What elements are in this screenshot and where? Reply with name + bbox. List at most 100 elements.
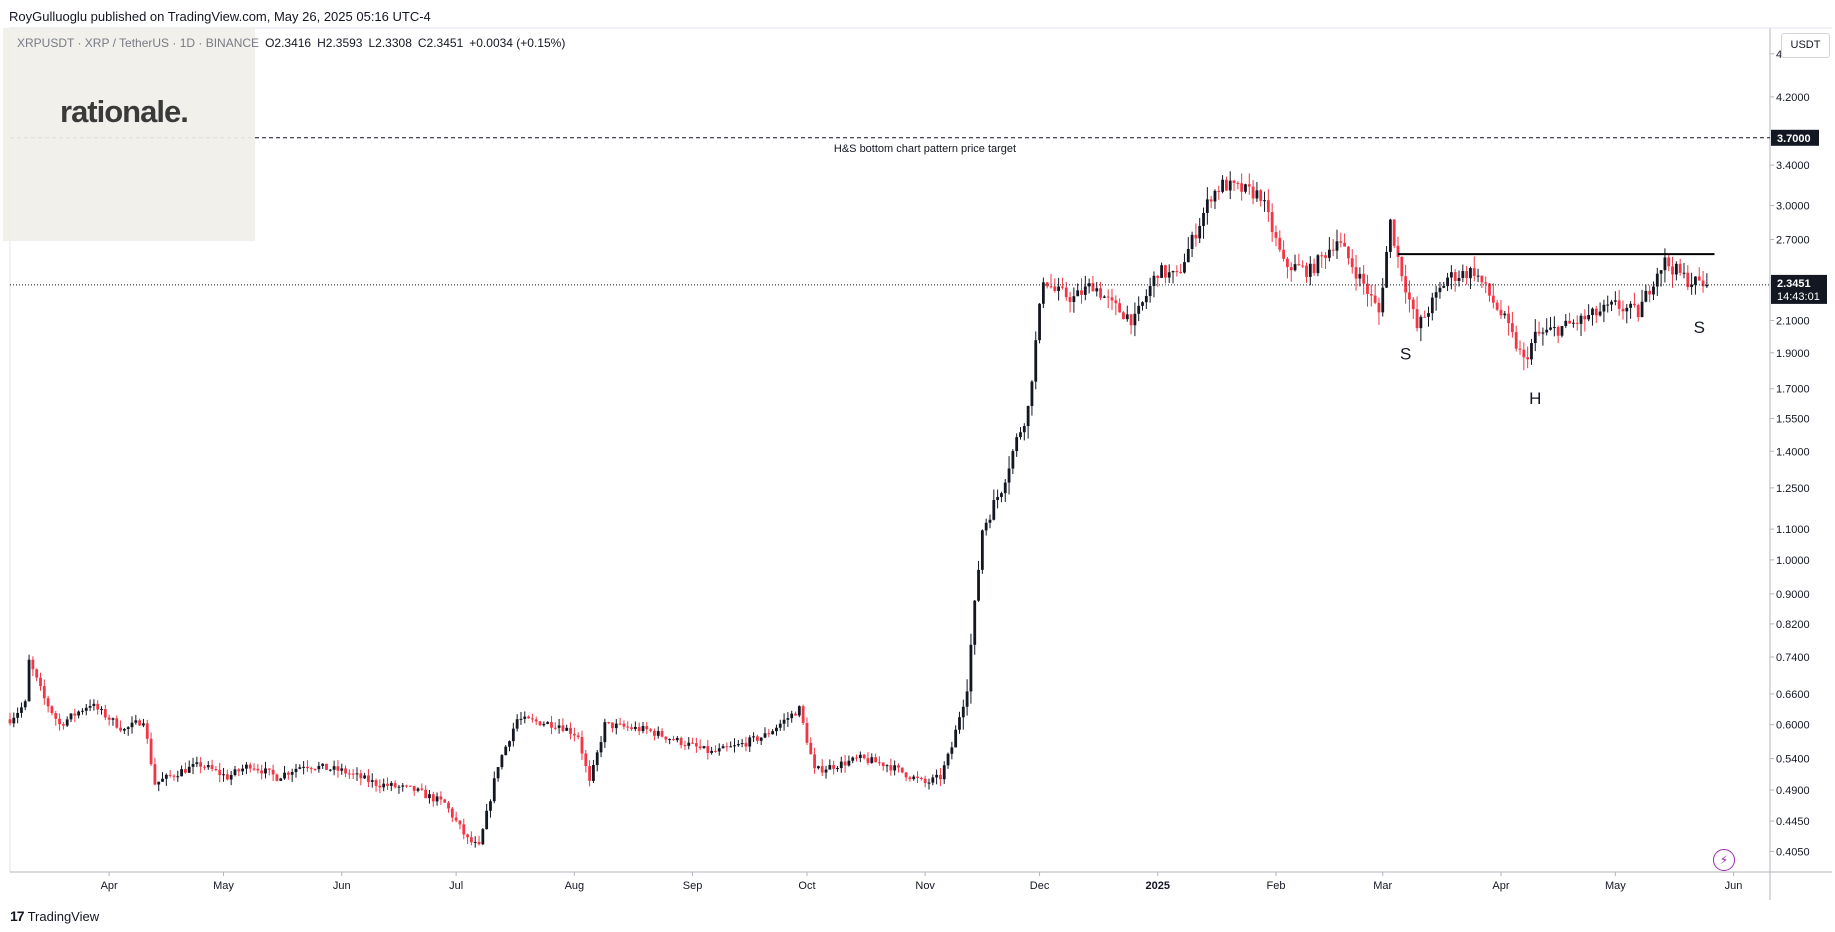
candle-body — [702, 746, 706, 749]
candle-body — [763, 733, 767, 738]
candle-body — [1682, 272, 1686, 274]
candle-body — [279, 778, 283, 781]
candle-body — [1305, 265, 1308, 277]
candle-body — [1198, 225, 1202, 239]
candle-body — [245, 764, 248, 769]
candle-body — [1141, 302, 1144, 306]
candle-body — [1324, 255, 1327, 258]
candle-body — [878, 762, 881, 764]
candle-body — [1343, 242, 1347, 247]
candle-body — [393, 783, 397, 788]
symbol-name[interactable]: XRPUSDT · XRP / TetherUS · 1D · BINANCE — [17, 36, 260, 50]
candle-body — [641, 726, 645, 732]
candle-body — [325, 763, 328, 770]
candle-body — [191, 764, 195, 767]
candle-body — [405, 785, 408, 787]
pattern-label: S — [1694, 318, 1705, 337]
candle-body — [16, 712, 20, 718]
candle-body — [1274, 232, 1278, 238]
currency-button[interactable]: USDT — [1781, 33, 1830, 58]
candle-body — [386, 783, 389, 786]
candle-body — [222, 774, 225, 776]
candle-body — [1594, 308, 1598, 316]
candle-body — [397, 786, 401, 788]
candle-body — [1030, 381, 1034, 406]
publisher-info: RoyGulluoglu published on TradingView.co… — [9, 9, 431, 24]
time-tick-label: Sep — [683, 880, 703, 892]
price-tick-label: 1.1000 — [1776, 524, 1810, 536]
candle-body — [1392, 219, 1396, 246]
candle-body — [1286, 258, 1289, 268]
candle-body — [374, 780, 378, 786]
footer-brand[interactable]: 17 TradingView — [10, 908, 99, 924]
candle-body — [1362, 273, 1366, 284]
candle-body — [1156, 275, 1160, 278]
candle-body — [1705, 284, 1709, 287]
candle-body — [229, 775, 233, 780]
candle-body — [1244, 184, 1247, 192]
candle-body — [599, 742, 603, 753]
candle-body — [1472, 268, 1476, 276]
candle-body — [100, 709, 103, 711]
candle-body — [1476, 275, 1480, 277]
candle-body — [340, 768, 344, 771]
candle-body — [1041, 282, 1045, 304]
annotations: H&S bottom chart pattern price target 3.7… — [10, 129, 1827, 408]
candle-body — [180, 769, 183, 777]
candle-body — [1247, 184, 1251, 187]
candle-body — [870, 757, 874, 763]
candle-body — [565, 727, 569, 731]
candle-body — [1400, 256, 1404, 277]
candle-body — [210, 765, 214, 770]
candle-body — [378, 785, 382, 788]
candle-body — [1636, 305, 1640, 318]
candle-body — [481, 829, 485, 845]
last-price-label: 2.3451 — [1777, 278, 1811, 290]
time-tick-label: Apr — [1492, 880, 1509, 892]
time-axis[interactable]: Apr May Jun Jul Aug Sep Oct Nov Dec 2025 Feb Mar Apr… — [101, 872, 1743, 892]
candle-body — [1469, 268, 1472, 279]
candle-body — [1488, 283, 1491, 296]
candle-body — [1526, 357, 1530, 360]
candle-body — [839, 761, 843, 769]
candle-body — [1633, 303, 1636, 306]
candle-body — [1587, 315, 1591, 320]
candle-body — [1312, 263, 1316, 274]
time-tick-label: Aug — [565, 880, 585, 892]
candle-body — [401, 785, 405, 787]
candle-body — [126, 727, 130, 730]
candle-body — [8, 719, 12, 724]
lightning-bolt-icon[interactable]: ⚡ — [1713, 849, 1735, 871]
candle-body — [119, 727, 122, 731]
time-tick-label: Feb — [1266, 880, 1285, 892]
candle-body — [1640, 301, 1644, 318]
candle-body — [290, 772, 294, 775]
price-axis[interactable]: 0.4050 0.4450 0.4900 0.5400 0.6000 0.6600 0.74… — [1770, 49, 1810, 859]
candle-body — [580, 737, 584, 754]
candle-body — [637, 726, 641, 732]
price-tick-label: 2.7000 — [1776, 234, 1810, 246]
candle-body — [454, 817, 458, 821]
time-tick-label: Mar — [1373, 880, 1392, 892]
candle-body — [1049, 286, 1053, 288]
candle-body — [42, 686, 46, 699]
candle-body — [473, 841, 477, 843]
candle-body — [157, 781, 161, 785]
candle-body — [1061, 286, 1064, 288]
candle-body — [672, 739, 675, 741]
candle-body — [1053, 286, 1057, 291]
price-tick-label: 0.5400 — [1776, 754, 1810, 766]
candle-body — [1175, 271, 1179, 273]
candle-body — [1087, 283, 1091, 287]
candle-body — [1019, 432, 1022, 438]
candle-body — [1163, 265, 1167, 278]
candle-body — [614, 723, 618, 729]
price-target-badge — [1771, 129, 1819, 146]
tradingview-logo-icon: 17 — [10, 908, 25, 924]
candle-body — [500, 755, 504, 768]
candle-body — [1434, 292, 1438, 298]
candle-body — [1385, 251, 1388, 288]
candle-body — [645, 726, 649, 730]
candle-body — [462, 824, 466, 835]
